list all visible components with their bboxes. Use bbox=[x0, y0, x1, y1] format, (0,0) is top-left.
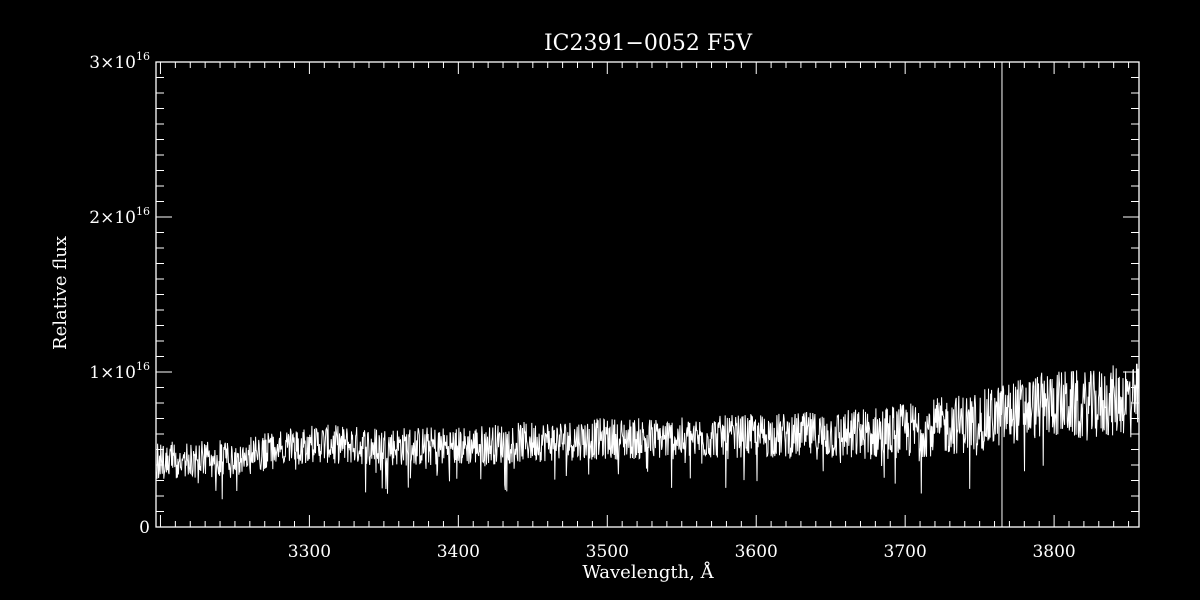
x-axis-label: Wavelength, Å bbox=[582, 561, 714, 583]
x-tick-label: 3500 bbox=[586, 542, 629, 562]
x-axis-tick-labels: 3300 3400 3500 3600 3700 3800 bbox=[288, 542, 1076, 562]
x-tick-label: 3400 bbox=[437, 542, 480, 562]
y-tick-label: 0 bbox=[139, 518, 150, 538]
y-axis-tick-labels: 0 1×1016 2×1016 3×1016 bbox=[89, 50, 150, 538]
y-tick-label: 3×1016 bbox=[89, 50, 150, 73]
x-axis-ticks bbox=[159, 62, 1130, 527]
x-tick-label: 3800 bbox=[1032, 542, 1075, 562]
x-tick-label: 3600 bbox=[735, 542, 778, 562]
y-tick-label: 2×1016 bbox=[89, 205, 150, 228]
y-axis-label: Relative flux bbox=[50, 236, 71, 350]
y-tick-label: 1×1016 bbox=[89, 360, 150, 383]
x-tick-label: 3700 bbox=[884, 542, 927, 562]
chart-title: IC2391−0052 F5V bbox=[544, 31, 753, 56]
x-tick-label: 3300 bbox=[288, 542, 331, 562]
spectrum-line bbox=[155, 363, 1140, 500]
